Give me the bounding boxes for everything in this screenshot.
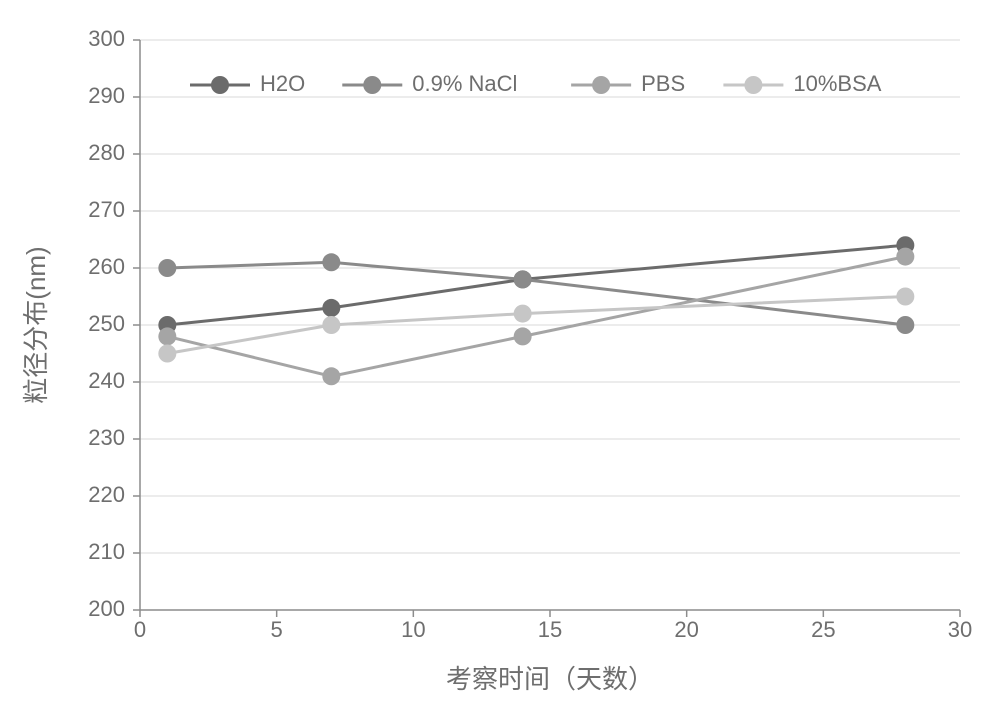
x-tick-label: 10 xyxy=(401,617,425,642)
legend-swatch-marker xyxy=(744,76,762,94)
y-tick-label: 290 xyxy=(88,83,125,108)
y-tick-label: 280 xyxy=(88,140,125,165)
y-tick-label: 200 xyxy=(88,596,125,621)
y-tick-label: 260 xyxy=(88,254,125,279)
y-tick-label: 300 xyxy=(88,26,125,51)
legend-label: PBS xyxy=(641,71,685,96)
y-tick-label: 220 xyxy=(88,482,125,507)
y-tick-label: 250 xyxy=(88,311,125,336)
series-marker-PBS xyxy=(158,327,176,345)
x-tick-label: 15 xyxy=(538,617,562,642)
legend-swatch-marker xyxy=(363,76,381,94)
series-marker-NaCl xyxy=(514,270,532,288)
series-marker-NaCl xyxy=(322,253,340,271)
series-marker-BSA xyxy=(322,316,340,334)
series-marker-BSA xyxy=(158,345,176,363)
legend-label: H2O xyxy=(260,71,305,96)
legend-swatch-marker xyxy=(592,76,610,94)
legend-label: 10%BSA xyxy=(793,71,881,96)
y-tick-label: 230 xyxy=(88,425,125,450)
line-chart: 200 210 220 230 240 250 260 270 280 290 300 0 5 10 15 2… xyxy=(0,0,1000,713)
x-axis-label: 考察时间（天数） xyxy=(446,664,654,694)
series-marker-BSA xyxy=(896,288,914,306)
series-marker-NaCl xyxy=(158,259,176,277)
x-tick-label: 25 xyxy=(811,617,835,642)
series-marker-NaCl xyxy=(896,316,914,334)
x-tick-label: 0 xyxy=(134,617,146,642)
y-tick-label: 240 xyxy=(88,368,125,393)
legend-swatch-marker xyxy=(211,76,229,94)
x-tick-label: 5 xyxy=(271,617,283,642)
legend-label: 0.9% NaCl xyxy=(412,71,517,96)
x-tick-label: 30 xyxy=(948,617,972,642)
series-marker-PBS xyxy=(514,327,532,345)
series-marker-BSA xyxy=(514,305,532,323)
y-tick-label: 270 xyxy=(88,197,125,222)
series-marker-PBS xyxy=(896,248,914,266)
y-tick-label: 210 xyxy=(88,539,125,564)
y-axis-label: 粒径分布(nm) xyxy=(21,246,51,403)
series-marker-H2O xyxy=(322,299,340,317)
x-tick-label: 20 xyxy=(674,617,698,642)
series-marker-PBS xyxy=(322,367,340,385)
